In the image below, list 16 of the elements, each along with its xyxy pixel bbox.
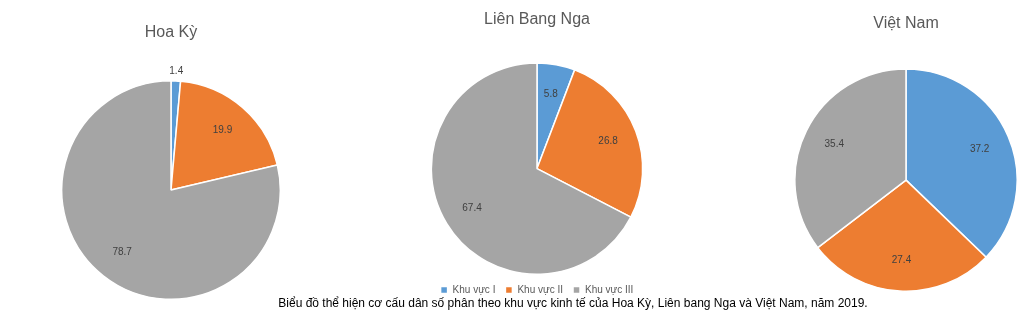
data-label: 78.7 (112, 245, 133, 257)
chart-title: Hoa Kỳ (144, 23, 198, 41)
data-label: 37.2 (969, 142, 990, 154)
data-label: 67.4 (462, 201, 483, 213)
chart-title: Việt Nam (873, 14, 939, 32)
data-label: 35.4 (824, 138, 845, 150)
data-label: 27.4 (891, 253, 912, 265)
data-label: 1.4 (169, 64, 184, 76)
legend-label: Khu vực I (452, 283, 496, 295)
chart-title: Liên Bang Nga (484, 10, 591, 28)
legend-label: Khu vực III (585, 283, 634, 295)
text: Biểu đồ thể hiện cơ cấu dân số phân theo khu vực kinh tế của Hoa Kỳ, Liên bang Nga và Việt Nam, năm 2019. (277, 296, 869, 310)
legend-label: Khu vực II (517, 283, 564, 295)
data-label: 26.8 (598, 135, 619, 147)
data-label: 5.8 (543, 87, 559, 99)
data-label: 19.9 (212, 124, 233, 136)
